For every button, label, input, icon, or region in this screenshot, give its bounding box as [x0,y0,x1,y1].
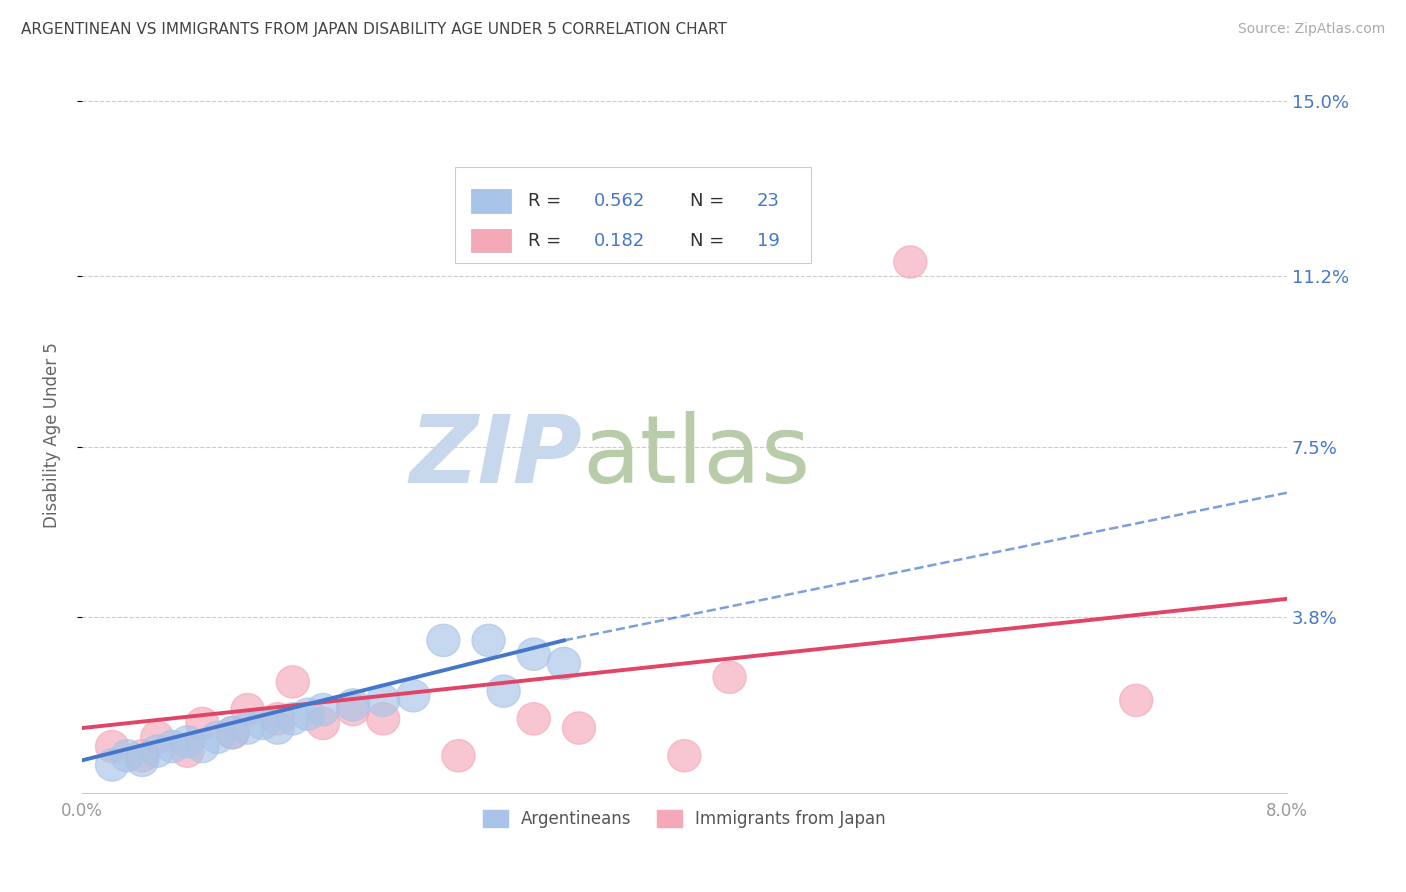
FancyBboxPatch shape [456,167,811,263]
Ellipse shape [141,721,174,754]
Text: atlas: atlas [582,410,810,502]
Ellipse shape [125,744,159,777]
Ellipse shape [547,648,581,680]
Ellipse shape [276,703,309,735]
Ellipse shape [262,703,294,735]
Ellipse shape [336,693,370,726]
Ellipse shape [156,731,188,763]
Text: Source: ZipAtlas.com: Source: ZipAtlas.com [1237,22,1385,37]
Ellipse shape [217,716,249,748]
Ellipse shape [217,716,249,748]
Ellipse shape [231,693,264,726]
Ellipse shape [562,712,596,744]
Y-axis label: Disability Age Under 5: Disability Age Under 5 [44,343,60,528]
Text: 23: 23 [756,192,780,211]
FancyBboxPatch shape [471,228,510,252]
Ellipse shape [668,739,702,772]
Ellipse shape [96,731,128,763]
Ellipse shape [396,680,430,712]
Ellipse shape [427,624,460,657]
Ellipse shape [186,707,219,739]
Text: N =: N = [690,192,731,211]
Ellipse shape [894,246,927,278]
Ellipse shape [111,739,143,772]
Ellipse shape [472,624,505,657]
Ellipse shape [246,707,280,739]
Ellipse shape [367,684,399,716]
Ellipse shape [291,698,325,731]
Text: 0.182: 0.182 [593,232,645,250]
Text: 19: 19 [756,232,779,250]
Text: ARGENTINEAN VS IMMIGRANTS FROM JAPAN DISABILITY AGE UNDER 5 CORRELATION CHART: ARGENTINEAN VS IMMIGRANTS FROM JAPAN DIS… [21,22,727,37]
Ellipse shape [170,726,204,758]
Ellipse shape [262,712,294,744]
Ellipse shape [276,665,309,698]
Text: 0.562: 0.562 [593,192,645,211]
Ellipse shape [517,703,550,735]
Ellipse shape [307,707,339,739]
Ellipse shape [367,703,399,735]
Ellipse shape [125,739,159,772]
Ellipse shape [231,712,264,744]
Text: R =: R = [527,232,567,250]
Text: R =: R = [527,192,567,211]
Ellipse shape [486,675,520,707]
FancyBboxPatch shape [471,189,510,213]
Ellipse shape [96,748,128,781]
Ellipse shape [170,735,204,767]
Ellipse shape [1119,684,1153,716]
Legend: Argentineans, Immigrants from Japan: Argentineans, Immigrants from Japan [477,803,893,834]
Ellipse shape [441,739,475,772]
Ellipse shape [307,693,339,726]
Text: N =: N = [690,232,731,250]
Text: ZIP: ZIP [409,410,582,502]
Ellipse shape [517,638,550,671]
Ellipse shape [186,731,219,763]
Ellipse shape [336,689,370,721]
Ellipse shape [141,735,174,767]
Ellipse shape [201,721,233,754]
Ellipse shape [713,661,747,693]
